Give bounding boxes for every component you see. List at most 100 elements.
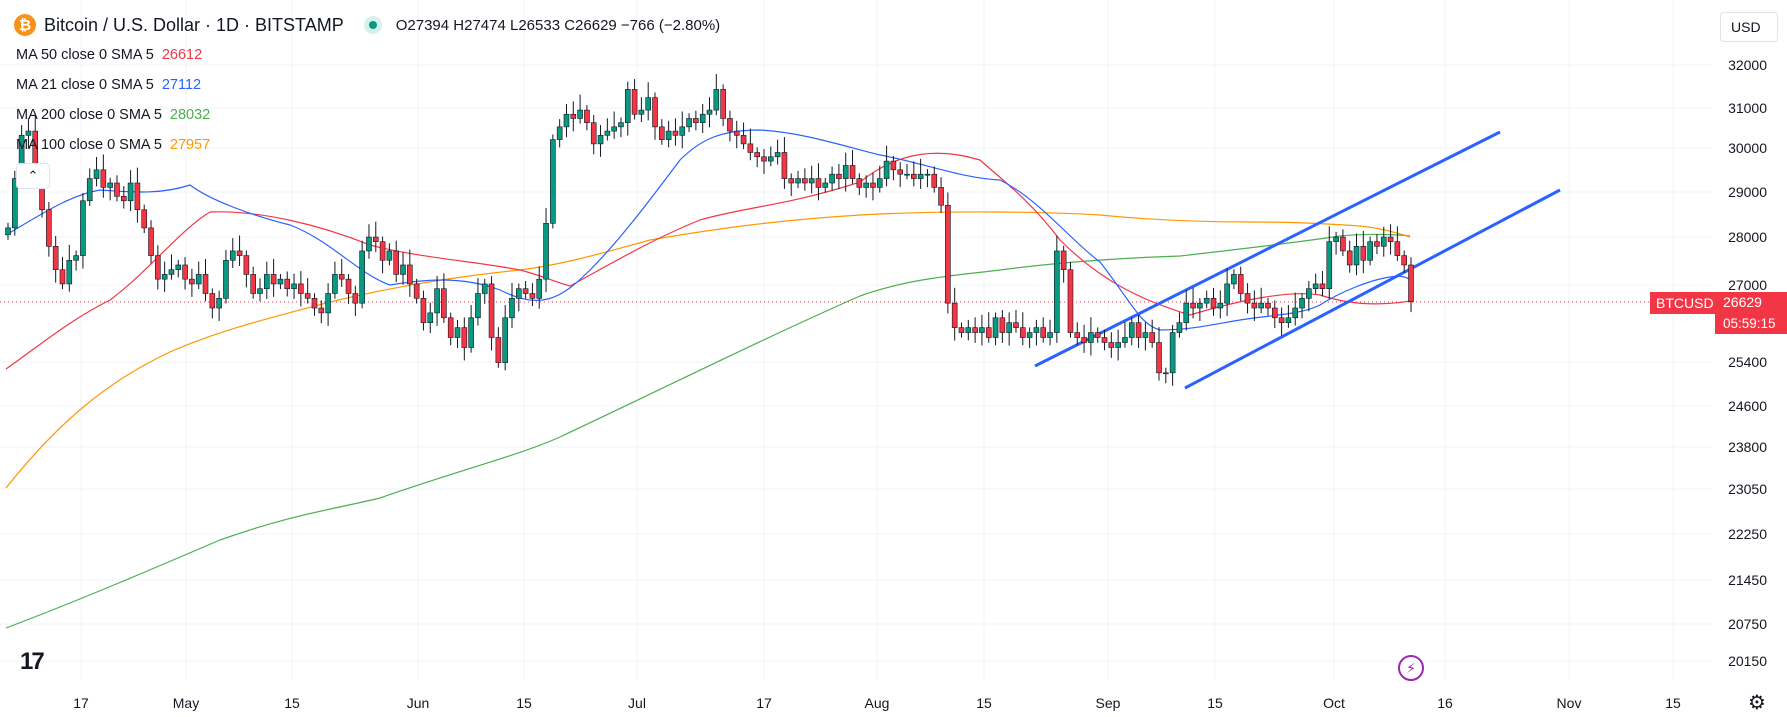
candle-body bbox=[917, 173, 924, 179]
candle-body bbox=[1251, 302, 1258, 309]
currency-button[interactable]: USD bbox=[1720, 12, 1778, 42]
candle-body bbox=[73, 255, 79, 261]
candle-body bbox=[788, 178, 795, 184]
candle-body bbox=[876, 178, 883, 188]
tradingview-logo-icon[interactable]: 17 bbox=[20, 648, 45, 675]
channel-lower-line bbox=[1184, 188, 1561, 390]
market-open-status-icon bbox=[363, 16, 382, 34]
candle-body bbox=[802, 178, 808, 184]
candle-body bbox=[516, 288, 522, 299]
candle-body bbox=[161, 274, 168, 280]
bar-countdown: 05:59:15 bbox=[1723, 316, 1776, 331]
candle-body bbox=[829, 173, 835, 184]
candle-body bbox=[127, 182, 134, 202]
candle-body bbox=[1176, 322, 1183, 333]
last-price-value: 26629 bbox=[1723, 294, 1762, 310]
price-axis-label: 28000 bbox=[1728, 229, 1767, 245]
candle-body bbox=[863, 182, 869, 188]
price-axis-label: 23800 bbox=[1728, 439, 1767, 455]
time-axis-label: Jun bbox=[407, 695, 430, 711]
candle-body bbox=[624, 89, 631, 123]
candle-body bbox=[325, 293, 331, 314]
candle-body bbox=[1360, 246, 1367, 261]
time-axis-label: 17 bbox=[73, 695, 89, 711]
candle-body bbox=[1299, 298, 1305, 309]
candle-body bbox=[155, 255, 161, 280]
price-axis-label: 30000 bbox=[1728, 140, 1767, 156]
candle-body bbox=[590, 122, 597, 145]
candle-body bbox=[223, 259, 229, 299]
candle-body bbox=[761, 156, 767, 162]
candle-body bbox=[713, 89, 720, 111]
candle-body bbox=[1054, 250, 1060, 333]
indicator-ma200[interactable]: MA 200 close 0 SMA 5 28032 bbox=[16, 105, 210, 125]
candle-body bbox=[1394, 241, 1401, 256]
moving-average-lines bbox=[5, 129, 1411, 629]
candle-body bbox=[243, 255, 250, 275]
candle-body bbox=[584, 109, 590, 123]
candle-body bbox=[754, 152, 760, 158]
candlesticks bbox=[5, 74, 1414, 386]
candle-body bbox=[1217, 302, 1224, 309]
candle-body bbox=[441, 288, 447, 319]
candle-body bbox=[570, 113, 577, 119]
candle-body bbox=[1367, 241, 1373, 261]
candle-body bbox=[659, 126, 665, 140]
candle-body bbox=[359, 250, 365, 304]
time-axis-label: 17 bbox=[756, 695, 772, 711]
candle-body bbox=[924, 173, 931, 176]
candle-body bbox=[1271, 307, 1278, 319]
candle-body bbox=[1135, 322, 1142, 338]
time-axis-label: 15 bbox=[1665, 695, 1681, 711]
candle-body bbox=[509, 298, 515, 319]
price-axis-label: 20150 bbox=[1728, 653, 1767, 669]
candle-body bbox=[1047, 332, 1053, 338]
candle-body bbox=[522, 288, 529, 294]
ma21-line bbox=[5, 129, 1411, 331]
candle-body bbox=[25, 130, 32, 136]
ma50-line bbox=[5, 152, 1411, 370]
candle-body bbox=[904, 173, 910, 176]
candle-body bbox=[1306, 288, 1312, 299]
candle-body bbox=[1169, 332, 1176, 374]
indicator-ma21[interactable]: MA 21 close 0 SMA 5 27112 bbox=[16, 75, 201, 95]
candle-body bbox=[529, 293, 536, 299]
candle-body bbox=[985, 327, 992, 338]
candle-body bbox=[52, 246, 59, 270]
candle-body bbox=[1319, 283, 1326, 290]
price-axis-label: 24600 bbox=[1728, 398, 1767, 414]
candle-body bbox=[407, 264, 413, 285]
candle-body bbox=[740, 135, 747, 145]
candle-body bbox=[1401, 255, 1407, 266]
candle-body bbox=[645, 97, 652, 111]
collapse-indicators-button[interactable]: ⌃ bbox=[16, 163, 50, 189]
candle-body bbox=[563, 113, 570, 128]
candle-body bbox=[1006, 322, 1012, 333]
symbol-title[interactable]: Bitcoin / U.S. Dollar · 1D · BITSTAMP bbox=[44, 14, 344, 35]
candle-body bbox=[216, 298, 222, 309]
candle-body bbox=[931, 173, 938, 188]
candle-body bbox=[822, 182, 829, 188]
candle-body bbox=[100, 169, 107, 188]
candle-body bbox=[1265, 302, 1271, 309]
candle-body bbox=[291, 283, 297, 290]
candle-body bbox=[454, 327, 461, 338]
indicator-ma100[interactable]: MA 100 close 0 SMA 5 27957 bbox=[16, 135, 210, 155]
candle-body bbox=[202, 274, 209, 294]
candle-body bbox=[911, 173, 917, 179]
candle-body bbox=[938, 187, 944, 206]
candle-body bbox=[311, 298, 318, 309]
lightning-icon[interactable]: ⚡ bbox=[1398, 655, 1424, 681]
time-axis-label: Oct bbox=[1323, 695, 1345, 711]
candle-body bbox=[733, 130, 740, 136]
candle-body bbox=[652, 97, 658, 128]
candle-body bbox=[638, 109, 645, 115]
price-axis-label: 25400 bbox=[1728, 354, 1767, 370]
gear-icon[interactable]: ⚙ bbox=[1748, 692, 1766, 714]
candle-body bbox=[1142, 332, 1149, 338]
candle-body bbox=[338, 274, 345, 280]
indicator-ma50[interactable]: MA 50 close 0 SMA 5 26612 bbox=[16, 45, 202, 65]
price-axis-label: 29000 bbox=[1728, 184, 1767, 200]
candle-body bbox=[693, 118, 699, 123]
